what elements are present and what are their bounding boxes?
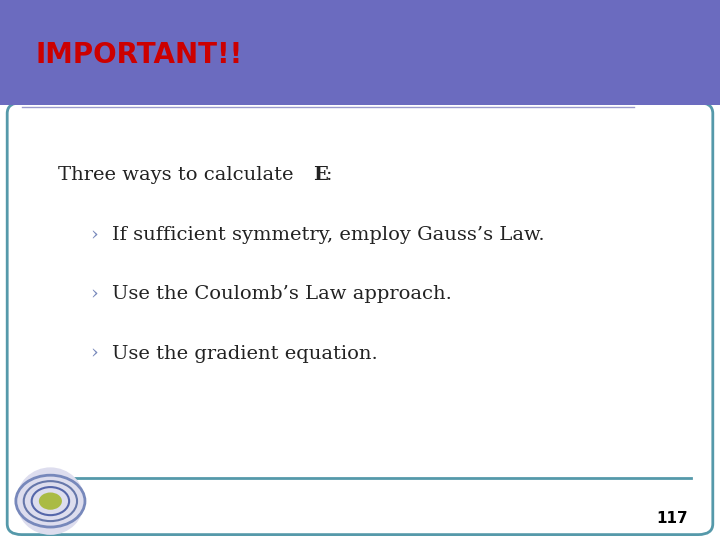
Text: 117: 117 xyxy=(656,511,688,526)
Text: E: E xyxy=(313,166,328,185)
Bar xyxy=(0,0,720,105)
Text: ›: › xyxy=(90,345,97,363)
Text: Use the gradient equation.: Use the gradient equation. xyxy=(112,345,377,363)
Text: IMPORTANT!!: IMPORTANT!! xyxy=(36,40,243,69)
Text: :: : xyxy=(326,166,333,185)
Text: Use the Coulomb’s Law approach.: Use the Coulomb’s Law approach. xyxy=(112,285,451,303)
Circle shape xyxy=(39,492,62,510)
Text: ›: › xyxy=(90,285,97,303)
Text: Three ways to calculate: Three ways to calculate xyxy=(58,166,300,185)
Text: ›: › xyxy=(90,226,97,244)
Ellipse shape xyxy=(17,467,85,535)
Text: If sufficient symmetry, employ Gauss’s Law.: If sufficient symmetry, employ Gauss’s L… xyxy=(112,226,544,244)
